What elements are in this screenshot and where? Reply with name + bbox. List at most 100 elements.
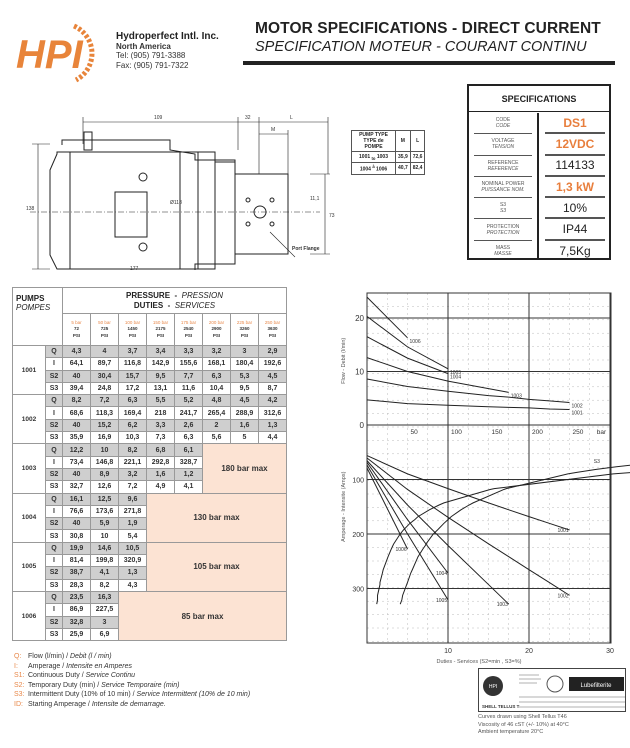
pressure-unit: PSI <box>240 332 249 338</box>
row-key: S2 <box>45 517 63 531</box>
pressure-bar: 100 bar <box>124 319 141 325</box>
pressure-bar: 225 bar <box>236 319 253 325</box>
pressure-tick: 200 <box>532 429 543 436</box>
row-key: S3 <box>45 431 63 445</box>
motor-drawing: 109 32 L M 138 Ø118 11,1 73 177 Port Fla… <box>20 92 340 275</box>
plot-frame <box>366 292 612 644</box>
pump-type-table: PUMP TYPE TYPE de POMPE M L 1001 to 1003 … <box>351 130 426 175</box>
table-row: I 86,9 227,5 <box>13 603 287 617</box>
table-cell: 169,4 <box>118 406 147 420</box>
table-cell: 40 <box>62 517 91 531</box>
row-key: Q <box>45 344 63 359</box>
to: 1006 <box>376 166 388 173</box>
table-cell: 199,8 <box>90 554 119 568</box>
pump-id: 1005 <box>12 541 46 592</box>
max-pressure-note: 105 bar max <box>146 541 287 592</box>
pressure-psi: 1450 <box>127 326 138 332</box>
row-key: S2 <box>45 566 63 580</box>
pressure-header: 175 bar 2540 PSI <box>174 313 203 346</box>
m-value: 35,9 <box>395 151 411 163</box>
table-cell: 10,3 <box>118 431 147 445</box>
legend-text-fr: Intensite de demarrage. <box>91 700 166 708</box>
table-cell: 328,7 <box>174 455 203 469</box>
table-cell: 32,7 <box>62 480 91 494</box>
table-cell: 16,1 <box>62 492 91 506</box>
table-cell: 12,2 <box>62 443 91 457</box>
flow-tick: 20 <box>355 314 364 323</box>
table-cell: 12,5 <box>90 492 119 506</box>
flow-curve-1006 <box>366 296 408 339</box>
spec-label-fr: PUISSANCE NOM. <box>481 187 525 194</box>
table-row: S2 38,7 4,1 1,3 <box>13 566 287 580</box>
spec-label: PROTECTION PROTECTION <box>474 219 532 241</box>
table-cell: 227,5 <box>90 603 119 617</box>
spec-label: S3 S3 <box>474 198 532 220</box>
table-cell: 86,9 <box>62 603 91 617</box>
table-row: I 64,1 89,7 116,8 142,9 155,6 168,1 180,4 192,6 <box>13 357 287 371</box>
table-cell: 28,3 <box>62 578 91 592</box>
spec-label: NOMINAL POWER PUISSANCE NOM. <box>474 177 532 199</box>
row-key: I <box>45 357 63 371</box>
dash: - <box>174 290 178 300</box>
l-value: 72,6 <box>409 151 426 163</box>
flow-curve-label: 1006 <box>410 339 421 345</box>
pressure-psi: 2900 <box>211 326 222 332</box>
svg-text:HPI: HPI <box>16 33 84 77</box>
spec-value: 7,5Kg <box>559 244 591 259</box>
spec-label-fr: TENSION <box>491 144 515 151</box>
pump-id: 1001 <box>12 344 46 396</box>
table-row: S3 32,7 12,6 7,2 4,9 4,1 <box>13 480 287 494</box>
amp-curve-label: 1001 <box>558 528 569 534</box>
pressure-psi: 725 <box>100 326 109 332</box>
row-key: S2 <box>45 467 63 482</box>
from: 1001 <box>359 153 371 160</box>
table-cell: 16,3 <box>90 590 119 605</box>
duty-tick: 30 <box>606 648 614 655</box>
table-cell: 5,3 <box>230 369 259 383</box>
table-row: S2 40 15,2 6,2 3,3 2,6 2 1,6 1,3 <box>13 418 287 433</box>
pump-id: 1002 <box>12 394 46 445</box>
legend-text-fr: Service Continu <box>85 672 136 680</box>
table-cell: 3,3 <box>146 418 175 433</box>
table-cell: 8,2 <box>62 394 91 408</box>
dash: - <box>167 300 171 310</box>
pressure-tick: 100 <box>451 429 462 436</box>
spec-label: REFERENCE REFERENCE <box>474 156 532 177</box>
table-cell: 320,9 <box>118 554 147 568</box>
legend-item: ID: Starting Amperage / Intensite de dema… <box>14 700 250 710</box>
company-tel: Tel: (905) 791-3388 <box>116 51 186 60</box>
table-cell: 3,2 <box>118 467 147 482</box>
spec-label-en: PROTECTION <box>486 223 520 230</box>
table-cell: 6,3 <box>202 369 231 383</box>
spec-value: 12VDC <box>545 134 605 156</box>
pressure-bar: 150 bar <box>152 319 169 325</box>
legend-code: ID: <box>14 700 23 708</box>
amp-curve-label: 1006 <box>396 547 407 553</box>
pressure-header: 225 bar 3260 PSI <box>230 313 259 346</box>
amp-curve-1001 <box>366 455 570 531</box>
table-cell: 2,9 <box>258 344 287 359</box>
from: 1004 <box>359 166 371 173</box>
row-key: S3 <box>45 578 63 592</box>
table-row: I 73,4 146,8 221,1 292,8 328,7 <box>13 455 287 469</box>
table-cell: 38,7 <box>62 566 91 580</box>
table-cell: 10 <box>90 529 119 543</box>
table-cell: 173,6 <box>90 504 119 519</box>
legend-item: S1: Continuous Duty / Service Continu <box>14 671 250 681</box>
table-cell: 312,6 <box>258 406 287 420</box>
pump-type-header: PUMP TYPE <box>359 132 388 138</box>
table-cell: 68,6 <box>62 406 91 420</box>
flow-axis-label: Flow - Debit (l/min) <box>341 338 347 384</box>
spec-label-fr: CODE <box>495 123 511 130</box>
title-fr: SPECIFICATION MOTEUR - COURANT CONTINU <box>255 39 587 55</box>
flow-curve-1005 <box>366 315 449 370</box>
table-cell: 180,4 <box>230 357 259 371</box>
m-value: 40,7 <box>395 162 411 175</box>
dim-118: Ø118 <box>170 200 182 206</box>
table-row: 1006 Q 23,5 16,3 85 bar max <box>12 590 287 642</box>
pressure-header: 150 bar 2175 PSI <box>146 313 175 346</box>
table-cell: 15,2 <box>90 418 119 433</box>
table-cell: 7,2 <box>90 394 119 408</box>
table-row: S3 35,9 16,9 10,3 7,3 6,3 5,6 5 4,4 <box>13 431 287 445</box>
company-region: North America <box>116 41 171 51</box>
